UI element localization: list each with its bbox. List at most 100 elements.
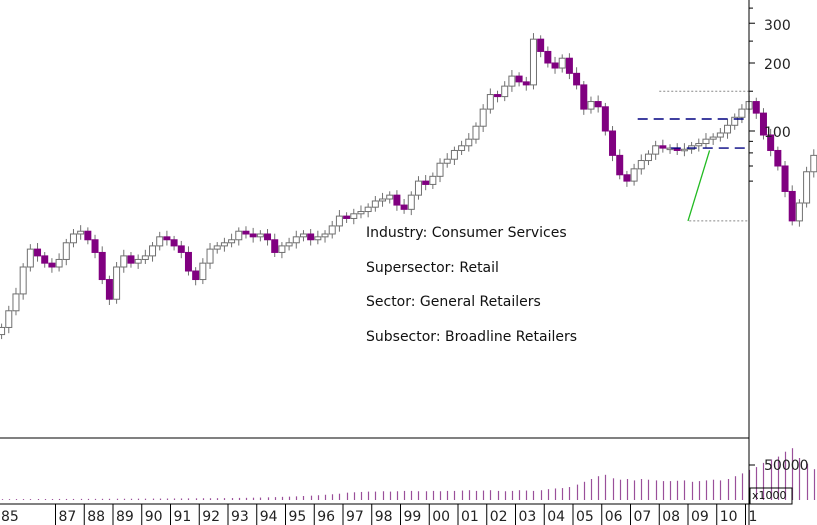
candle-down <box>537 38 545 52</box>
x-tick-label: 94 <box>260 509 278 525</box>
candle-up <box>436 162 444 177</box>
candle-up <box>386 194 394 200</box>
candle-down <box>422 180 430 185</box>
candle-up <box>652 145 660 155</box>
candle-up <box>803 171 811 204</box>
candle-up <box>702 138 710 145</box>
candle-down <box>343 215 351 219</box>
candle-up <box>350 213 358 219</box>
candle-up <box>810 154 817 173</box>
candle-down <box>98 251 106 281</box>
x-tick-label: 05 <box>576 509 594 525</box>
candle-down <box>400 204 408 210</box>
candle-down <box>494 94 502 98</box>
candle-up <box>458 145 466 151</box>
x-tick-label: 03 <box>519 509 537 525</box>
candle-down <box>544 50 552 64</box>
candle-down <box>184 251 192 272</box>
candle-up <box>0 326 6 336</box>
x-tick-label: 02 <box>490 509 508 525</box>
candle-down <box>177 245 185 253</box>
x-tick-label: 98 <box>375 509 393 525</box>
candle-up <box>371 200 379 208</box>
candle-up <box>630 168 638 182</box>
candle-up <box>141 255 149 260</box>
candle-up <box>12 293 20 312</box>
y-tick-300: 300 <box>764 18 791 34</box>
candle-up <box>501 85 509 98</box>
candle-up <box>529 38 537 86</box>
candle-down <box>515 75 523 83</box>
candle-down <box>616 154 624 176</box>
x-tick-label: 01 <box>461 509 479 525</box>
candle-up <box>134 258 142 264</box>
candle-up <box>644 153 652 162</box>
x-tick-label: 91 <box>174 509 192 525</box>
candle-up <box>5 310 13 328</box>
x-tick-label: 00 <box>432 509 450 525</box>
candle-down <box>105 279 113 300</box>
candle-up <box>77 230 85 235</box>
candle-up <box>443 158 451 164</box>
candle-down <box>48 262 56 268</box>
candle-down <box>767 134 775 151</box>
x-tick-label: 09 <box>691 509 709 525</box>
y-tick-200: 200 <box>764 57 791 73</box>
volume-unit-box <box>749 487 793 505</box>
candle-up <box>55 258 63 268</box>
candle-down <box>752 101 760 114</box>
x-tick-label: 99 <box>404 509 422 525</box>
candle-down <box>264 233 272 241</box>
candle-down <box>192 270 200 281</box>
annotation-industry: Industry: Consumer Services <box>366 225 567 241</box>
candle-up <box>228 239 236 244</box>
x-tick-label: 95 <box>289 509 307 525</box>
candle-up <box>357 211 365 215</box>
candle-up <box>292 236 300 244</box>
candle-up <box>716 132 724 138</box>
candle-down <box>41 255 49 264</box>
candle-down <box>623 174 631 182</box>
x-tick-label: 1 <box>749 509 758 525</box>
candle-up <box>407 194 415 210</box>
candle-up <box>213 245 221 250</box>
candle-up <box>120 255 128 268</box>
candle-down <box>788 190 796 222</box>
candle-up <box>220 242 228 247</box>
candle-up <box>278 245 286 253</box>
candle-up <box>472 125 480 140</box>
x-tick-label: 93 <box>231 509 249 525</box>
x-tick-label: 90 <box>145 509 163 525</box>
candle-up <box>465 138 473 147</box>
annotation-supersector: Supersector: Retail <box>366 260 499 276</box>
candle-up <box>364 206 372 213</box>
candle-down <box>393 194 401 206</box>
candle-down <box>551 62 559 69</box>
candle-up <box>256 233 264 238</box>
price-panel <box>0 33 817 340</box>
candle-up <box>235 230 243 241</box>
candle-down <box>522 81 530 86</box>
volume-tick-50000: 50000 <box>764 458 809 474</box>
candle-down <box>573 72 581 86</box>
x-tick-label: 87 <box>59 509 77 525</box>
candle-up <box>69 233 77 244</box>
axes: 85 87 88 89 90 91 92 93 94 95 96 97 98 99 00 01 02 03 04 05… <box>0 0 793 525</box>
candle-up <box>637 160 645 170</box>
y-tick-100: 100 <box>764 125 791 141</box>
candle-down <box>307 233 315 241</box>
candle-up <box>724 124 732 134</box>
candle-up <box>206 248 214 264</box>
candle-down <box>242 230 250 235</box>
x-tick-label: 96 <box>317 509 335 525</box>
candle-up <box>709 136 717 140</box>
candle-down <box>565 57 573 74</box>
candle-down <box>781 165 789 192</box>
x-tick-label: 06 <box>605 509 623 525</box>
candle-up <box>731 116 739 126</box>
candle-up <box>738 108 746 118</box>
x-tick-label: 88 <box>87 509 105 525</box>
annotation-subsector: Subsector: Broadline Retailers <box>366 329 577 345</box>
candle-down <box>249 233 257 238</box>
